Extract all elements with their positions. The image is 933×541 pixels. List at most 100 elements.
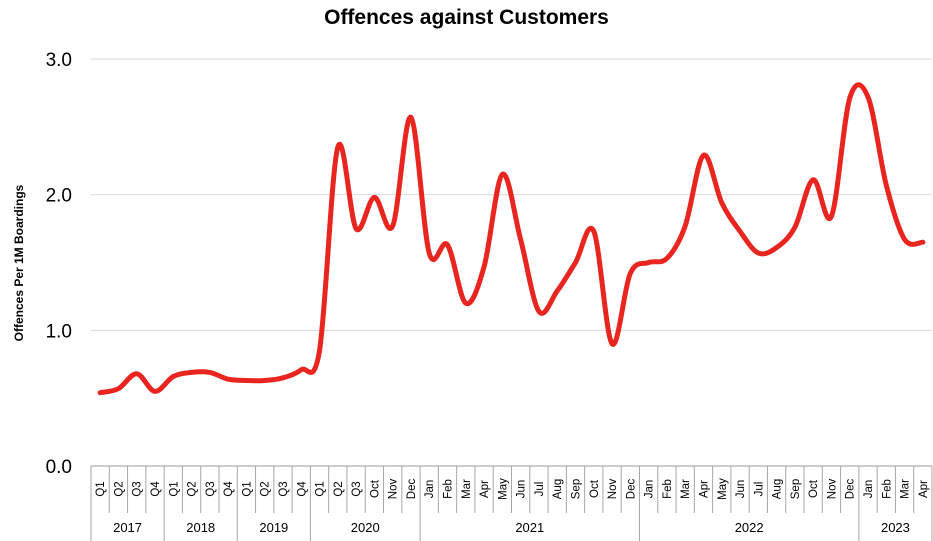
x-tick-label: Q3 [205, 481, 217, 496]
data-point [226, 377, 231, 382]
data-point [847, 96, 852, 101]
x-tick-label: Jan [644, 480, 656, 499]
x-tick-label: Jul [753, 482, 765, 497]
x-tick-label: Nov [826, 479, 838, 500]
year-label: 2019 [259, 520, 288, 535]
x-tick-label: Q3 [278, 481, 290, 496]
data-point [920, 240, 925, 245]
y-tick-label: 1.0 [46, 321, 72, 342]
x-tick-label: Dec [406, 479, 418, 500]
year-label: 2018 [186, 520, 215, 535]
x-tick-label: Oct [369, 479, 381, 498]
x-tick-label: Q3 [351, 481, 363, 496]
x-tick-label: Q2 [260, 481, 272, 496]
data-point [701, 153, 706, 158]
x-tick-label: Q4 [223, 481, 235, 497]
data-point [134, 371, 139, 376]
x-tick-label: Sep [790, 479, 802, 499]
data-point [628, 271, 633, 276]
x-tick-label: Q2 [113, 481, 125, 496]
x-tick-label: Feb [881, 479, 893, 499]
x-tick-label: Q2 [333, 481, 345, 496]
data-point [792, 225, 797, 230]
data-point [683, 223, 688, 228]
year-label: 2020 [351, 520, 380, 535]
x-tick-label: Dec [845, 479, 857, 500]
x-tick-label: Feb [443, 479, 455, 499]
data-point [573, 260, 578, 265]
y-tick-label: 3.0 [46, 50, 72, 71]
data-point [317, 348, 322, 353]
x-tick-label: Apr [698, 480, 710, 498]
data-point [372, 195, 377, 200]
x-tick-label: Mar [461, 479, 473, 499]
x-tick-label: Q1 [241, 481, 253, 496]
x-tick-label: Jan [424, 480, 436, 499]
y-tick-label: 2.0 [46, 186, 72, 207]
data-point [335, 145, 340, 150]
x-tick-label: Q4 [150, 481, 162, 497]
data-point [738, 229, 743, 234]
x-tick-label: Jan [863, 480, 875, 499]
x-tick-label: Q1 [315, 481, 327, 496]
x-tick-label: Aug [772, 479, 784, 499]
year-label: 2021 [515, 520, 544, 535]
x-tick-label: Q1 [168, 481, 180, 496]
x-tick-label: May [497, 478, 509, 500]
data-point [500, 172, 505, 177]
data-point [610, 341, 615, 346]
chart-title: Offences against Customers [324, 6, 609, 29]
x-tick-label: Jul [534, 482, 546, 497]
x-tick-label: Mar [680, 479, 692, 499]
data-point [756, 251, 761, 256]
year-label: 2023 [881, 520, 910, 535]
x-tick-label: Aug [552, 479, 564, 499]
data-point [884, 183, 889, 188]
x-tick-label: Q1 [95, 481, 107, 496]
x-tick-label: Sep [570, 479, 582, 499]
x-axis: Q1 Q2 Q3 Q4 Q1 Q2 Q3 Q4 Q1 Q2 Q3 Q4 Q1 Q2 Q3 Oct Nov Dec J… [90, 465, 933, 541]
data-point [536, 309, 541, 314]
x-tick-label: Jun [735, 480, 747, 499]
x-tick-label: Oct [808, 479, 820, 498]
data-point [390, 223, 395, 228]
data-point [280, 375, 285, 380]
x-tick-label: May [717, 478, 729, 500]
data-point [354, 226, 359, 231]
x-tick-label: Apr [918, 480, 930, 498]
x-tick-label: Nov [388, 479, 400, 500]
data-point [445, 242, 450, 247]
x-tick-label: Mar [900, 479, 912, 499]
x-tick-label: Oct [589, 479, 601, 498]
data-point [207, 370, 212, 375]
data-point [811, 177, 816, 182]
data-point [171, 374, 176, 379]
data-point [98, 390, 103, 395]
data-point [591, 229, 596, 234]
y-axis-ticks: 0.0 1.0 2.0 3.0 [46, 50, 72, 478]
data-point [719, 200, 724, 205]
data-point [774, 245, 779, 250]
data-point [902, 237, 907, 242]
x-tick-label: Apr [479, 480, 491, 498]
data-point [116, 386, 121, 391]
data-point [463, 301, 468, 306]
y-axis-label: Offences Per 1M Boardings [12, 184, 26, 341]
x-tick-label: Q3 [132, 481, 144, 496]
data-point [518, 237, 523, 242]
data-point [866, 94, 871, 99]
data-point [244, 378, 249, 383]
x-tick-label: Dec [625, 479, 637, 500]
data-point [555, 288, 560, 293]
x-tick-label: Nov [607, 479, 619, 500]
series-line [97, 82, 926, 396]
data-point [664, 256, 669, 261]
x-tick-label: Jun [516, 480, 528, 499]
data-point [152, 389, 157, 394]
data-point [482, 264, 487, 269]
x-tick-label: Q2 [187, 481, 199, 496]
data-point [262, 378, 267, 383]
data-point [189, 370, 194, 375]
data-point [408, 115, 413, 120]
